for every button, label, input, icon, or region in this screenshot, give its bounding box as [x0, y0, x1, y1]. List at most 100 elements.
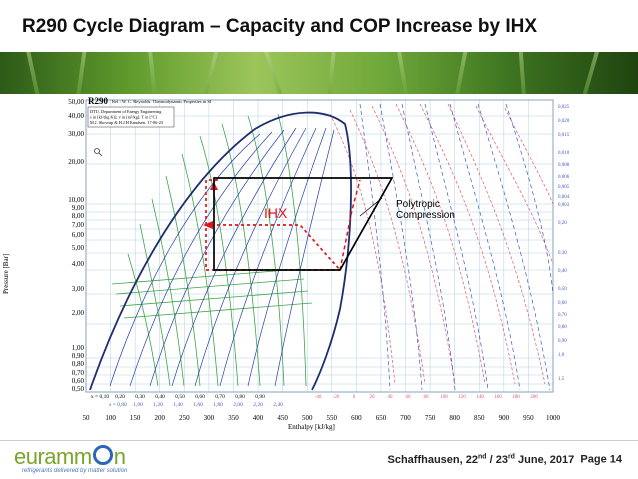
- volume-label: 0,70: [558, 313, 567, 318]
- info-line: M.J. Skovrup & H.J.H Knudsen. 17-06-23: [90, 120, 163, 125]
- quality-label: 0,70: [215, 394, 225, 400]
- info-line: DTU, Department of Energy Engineering: [90, 109, 162, 115]
- entropy-label: 1,60: [193, 402, 203, 408]
- quality-label: 0,20: [115, 394, 125, 400]
- temperature-label: 200: [530, 395, 538, 400]
- ihx-arrow-left: [203, 221, 213, 229]
- x-tick-label: 650: [376, 414, 387, 422]
- volume-label: 1,0: [558, 353, 565, 358]
- footer-event-text: Schaffhausen, 22nd / 23rd June, 2017 Pag…: [388, 453, 623, 466]
- quality-label: 0,40: [155, 394, 165, 400]
- x-axis-ticks: 50 100 150 200 250 300 350 400 450 500 550 600 650 70…: [83, 414, 561, 422]
- footer-page-label: Page 14: [580, 453, 622, 466]
- volume-label: 0,003: [558, 203, 570, 208]
- ph-diagram-svg: IHX Polytropic Compression R290 Ref.: W.…: [2, 96, 570, 431]
- y-tick-label: 0,90: [72, 352, 85, 360]
- y-axis-ticks: 50,00 40,00 30,00 20,00 10,009,008,007,00 6,0…: [68, 98, 84, 393]
- y-tick-label: 40,00: [68, 112, 84, 120]
- entropy-label: 2,40: [273, 402, 283, 408]
- volume-label: 0,004: [558, 195, 570, 200]
- y-tick-label: 7,00: [72, 221, 85, 229]
- entropy-label: 2,20: [253, 402, 263, 408]
- volume-label: 0,010: [558, 151, 570, 156]
- ph-diagram: IHX Polytropic Compression R290 Ref.: W.…: [0, 94, 638, 434]
- chart-info-box: [87, 106, 175, 128]
- slide-title-rest: Capacity and COP Increase by IHX: [225, 16, 538, 37]
- x-tick-label: 500: [302, 414, 313, 422]
- quality-label: 0,60: [195, 394, 205, 400]
- volume-label: 0,006: [558, 175, 570, 180]
- y-tick-label: 10,00: [68, 196, 84, 204]
- y-tick-label: 0,50: [72, 385, 85, 393]
- y-tick-label: 20,00: [68, 158, 84, 166]
- x-tick-label: 450: [277, 414, 288, 422]
- x-tick-label: 100: [105, 414, 116, 422]
- entropy-label: 1,20: [153, 402, 163, 408]
- chart-header-ref: Ref.: W. C. Reynolds: Thermodynamic Prop…: [112, 99, 212, 104]
- x-tick-label: 550: [327, 414, 338, 422]
- x-tick-label: 250: [179, 414, 190, 422]
- x-tick-label: 600: [351, 414, 362, 422]
- x-tick-label: 400: [253, 414, 264, 422]
- temperature-label: 20: [370, 395, 376, 400]
- quality-lines: [109, 127, 335, 387]
- volume-label: 0,008: [558, 163, 570, 168]
- slide-title-separator: –: [204, 16, 226, 37]
- temperature-label: 80: [424, 395, 430, 400]
- logo-tagline: refrigerants delivered by matter solutio…: [22, 468, 128, 474]
- x-axis-label: Enthalpy [kJ/kg]: [288, 423, 335, 431]
- ihx-label: IHX: [264, 205, 288, 221]
- quality-label: 0,80: [235, 394, 245, 400]
- y-tick-label: 9,00: [72, 204, 85, 212]
- quality-label: 0,90: [255, 394, 265, 400]
- chart-header-bold: R290: [88, 96, 108, 106]
- bottom-temperature-labels: -40 -20 0 20 40 60 80 100 120 140 160 180 200: [315, 395, 539, 400]
- y-tick-label: 2,00: [72, 309, 85, 317]
- y-tick-label: 1,00: [72, 344, 85, 352]
- y-tick-label: 50,00: [68, 98, 84, 106]
- info-line: s in [kJ/(kg K)]; v in [m³/kg]; T in [°C…: [90, 115, 158, 120]
- x-tick-label: 1000: [546, 414, 561, 422]
- slide-title-main: R290 Cycle Diagram: [22, 16, 205, 37]
- volume-label: 0,025: [558, 105, 570, 110]
- entropy-label: 1,80: [213, 402, 223, 408]
- temperature-label: 120: [458, 395, 466, 400]
- entropy-label: 2,00: [233, 402, 243, 408]
- quality-label: 0,50: [175, 394, 185, 400]
- volume-label: 0,90: [558, 339, 567, 344]
- quality-label: x = 0,10: [91, 394, 109, 400]
- base-cycle-path: [213, 177, 394, 271]
- temperature-label: 140: [476, 395, 484, 400]
- quality-label: 0,30: [135, 394, 145, 400]
- volume-label: 0,80: [558, 325, 567, 330]
- volume-label: 0,015: [558, 133, 570, 138]
- eurammon-logo: euramm n refrigerants delivered by matter…: [14, 444, 164, 476]
- footer-divider: [0, 440, 638, 441]
- entropy-labels: s = 0,80 1,00 1,20 1,40 1,60 1,80 2,00 2,20 2,40: [109, 402, 283, 408]
- x-tick-label: 900: [499, 414, 510, 422]
- saturation-dome: [89, 111, 352, 391]
- polytropic-label-line1: Polytropic: [396, 199, 440, 210]
- y-tick-label: 5,00: [72, 244, 85, 252]
- volume-label: 0,60: [558, 301, 567, 306]
- y-axis-label: Pressure [Bar]: [2, 254, 10, 294]
- temperature-label: 100: [440, 395, 448, 400]
- y-tick-label: 0,60: [72, 377, 85, 385]
- entropy-label: s = 0,80: [109, 402, 127, 408]
- temperature-label: -40: [315, 395, 322, 400]
- x-tick-label: 700: [400, 414, 411, 422]
- volume-label: 0,30: [558, 251, 567, 256]
- temperature-label: 60: [406, 395, 412, 400]
- footer-event: Schaffhausen, 22nd / 23rd June, 2017: [387, 453, 575, 466]
- y-tick-label: 3,00: [72, 285, 85, 293]
- temperature-label: -20: [333, 395, 340, 400]
- volume-label: 0,20: [558, 221, 567, 226]
- x-tick-label: 50: [83, 414, 91, 422]
- isentrope-lines: [359, 103, 554, 391]
- volume-label: 0,50: [558, 287, 567, 292]
- volume-label: 1,5: [558, 377, 565, 382]
- y-tick-label: 0,70: [72, 369, 85, 377]
- temperature-label: 180: [512, 395, 520, 400]
- x-tick-label: 800: [449, 414, 460, 422]
